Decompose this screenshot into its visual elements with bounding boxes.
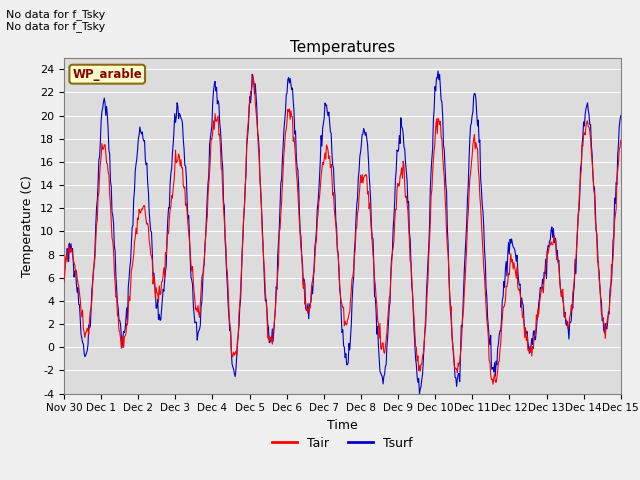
Title: Temperatures: Temperatures — [290, 40, 395, 55]
Text: No data for f_Tsky: No data for f_Tsky — [6, 21, 106, 32]
Text: WP_arable: WP_arable — [72, 68, 142, 81]
X-axis label: Time: Time — [327, 419, 358, 432]
Y-axis label: Temperature (C): Temperature (C) — [22, 175, 35, 276]
Legend: Tair, Tsurf: Tair, Tsurf — [268, 432, 417, 455]
Text: No data for f_Tsky: No data for f_Tsky — [6, 9, 106, 20]
